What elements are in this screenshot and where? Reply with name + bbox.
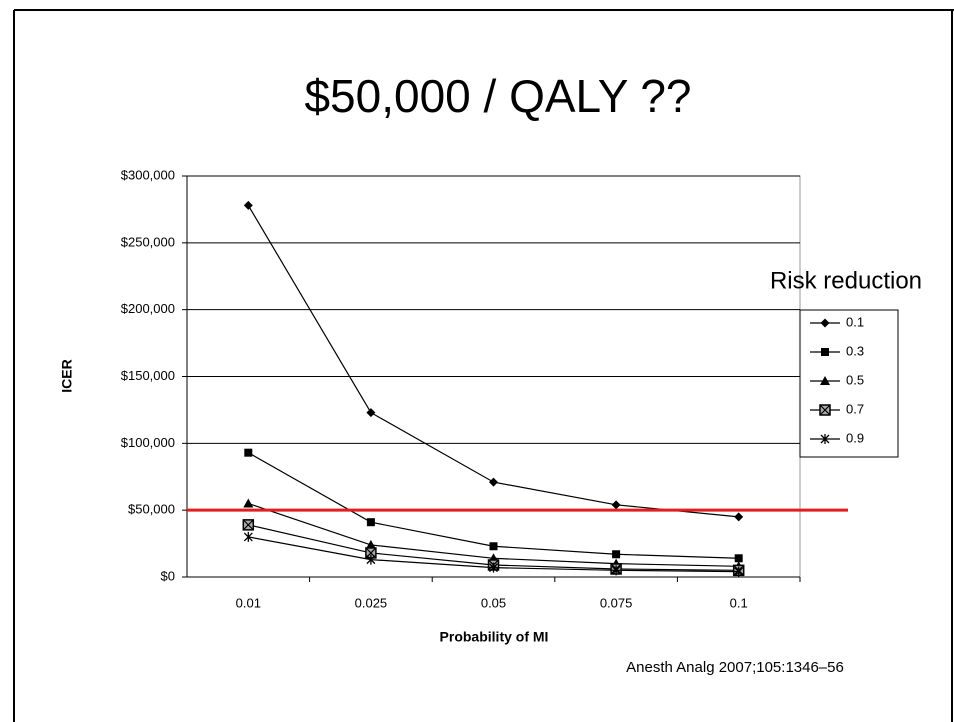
marker bbox=[366, 518, 375, 527]
marker bbox=[611, 565, 621, 576]
legend-label: 0.3 bbox=[846, 343, 864, 358]
x-tick-label: 0.05 bbox=[481, 595, 506, 610]
marker bbox=[734, 512, 744, 522]
x-tick-label: 0.025 bbox=[355, 595, 388, 610]
marker bbox=[243, 200, 253, 210]
marker bbox=[242, 519, 255, 531]
y-tick-label: $200,000 bbox=[121, 301, 175, 316]
x-axis-label: Probability of MI bbox=[440, 629, 549, 645]
legend-box bbox=[799, 309, 899, 458]
x-tick-label: 0.01 bbox=[236, 595, 261, 610]
source: Anesth Analg 2007;105:1346–56 bbox=[626, 659, 844, 676]
marker bbox=[489, 477, 498, 487]
marker bbox=[366, 408, 376, 418]
marker bbox=[243, 498, 254, 508]
legend-label: 0.5 bbox=[846, 372, 864, 387]
marker bbox=[611, 500, 621, 510]
x-tick-label: 0.1 bbox=[730, 595, 748, 610]
marker bbox=[365, 539, 376, 549]
y-axis-label: ICER bbox=[59, 359, 75, 392]
marker bbox=[612, 550, 621, 559]
legend-label: 0.1 bbox=[846, 314, 864, 329]
marker bbox=[366, 554, 376, 565]
marker bbox=[734, 566, 744, 577]
marker bbox=[734, 554, 743, 563]
marker bbox=[820, 434, 830, 444]
y-tick-label: $100,000 bbox=[121, 435, 175, 450]
y-tick-label: $150,000 bbox=[121, 368, 175, 383]
marker bbox=[820, 376, 830, 385]
marker bbox=[244, 448, 253, 457]
marker bbox=[821, 348, 829, 356]
marker bbox=[489, 562, 498, 573]
marker bbox=[489, 542, 498, 551]
marker bbox=[243, 531, 253, 542]
x-tick-label: 0.075 bbox=[600, 595, 633, 610]
legend-label: 0.7 bbox=[846, 401, 864, 416]
y-tick-label: $0 bbox=[161, 568, 175, 583]
y-tick-label: $300,000 bbox=[121, 167, 175, 182]
marker bbox=[820, 318, 830, 328]
legend-title: Risk reduction bbox=[770, 267, 922, 294]
legend-label: 0.9 bbox=[846, 430, 864, 445]
y-tick-label: $250,000 bbox=[121, 234, 175, 249]
marker bbox=[819, 404, 831, 416]
y-tick-label: $50,000 bbox=[128, 502, 175, 517]
chart-title: $50,000 / QALY ?? bbox=[304, 70, 691, 122]
